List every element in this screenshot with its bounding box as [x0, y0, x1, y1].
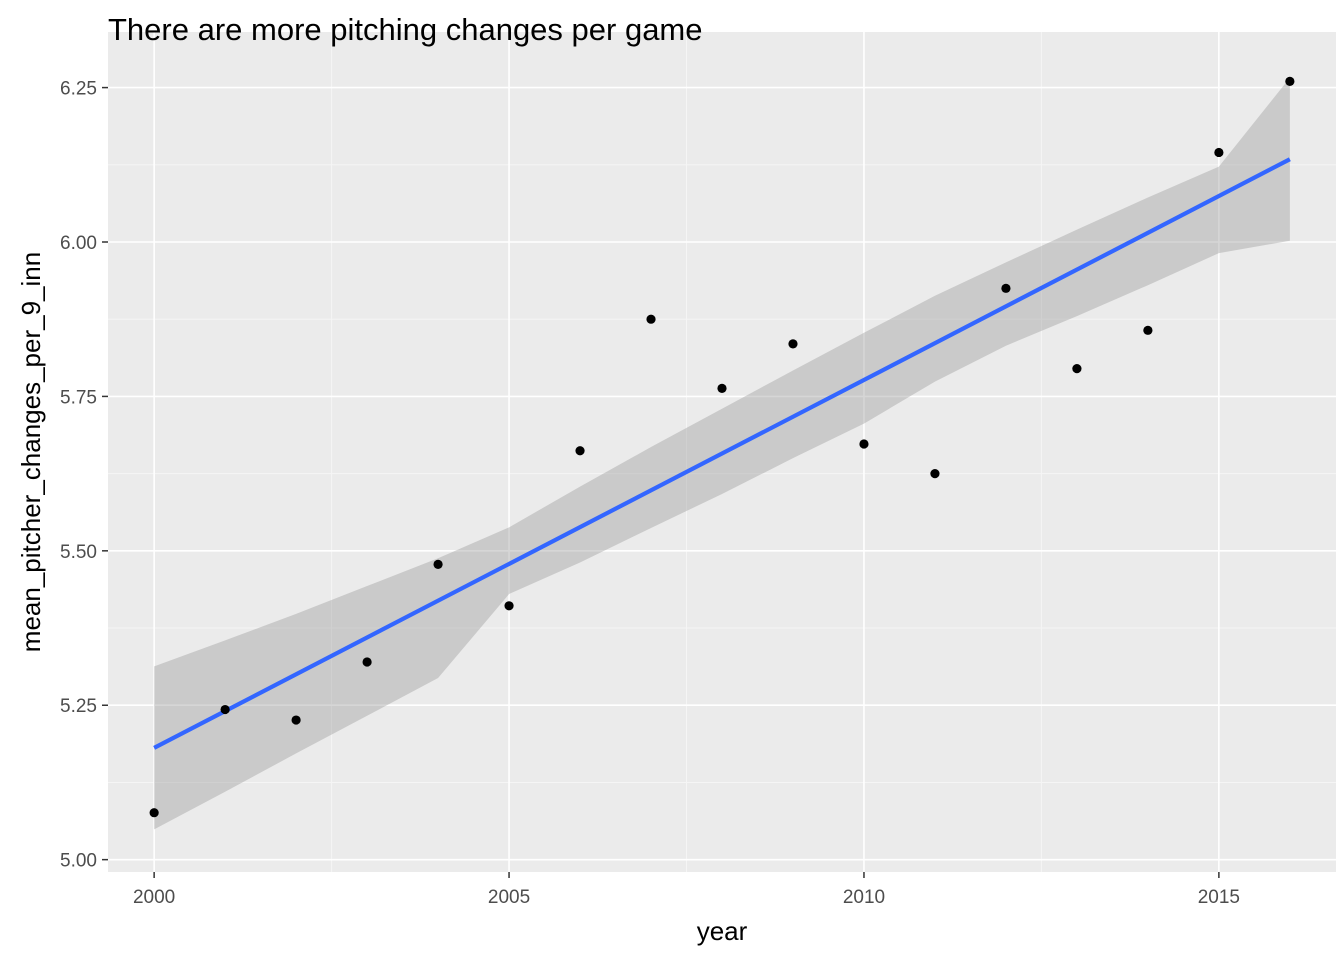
points-layer	[149, 76, 1295, 818]
y-tick-label: 5.75	[60, 387, 97, 408]
fit-line-layer	[153, 157, 1291, 750]
y-axis: 5.00 5.25 5.50 5.75 6.00 6.25	[60, 79, 108, 872]
data-point	[291, 715, 301, 725]
x-tick-label: 2010	[843, 887, 885, 908]
y-tick-label: 6.25	[60, 79, 97, 100]
data-point	[1072, 364, 1082, 374]
y-tick-label: 6.00	[60, 233, 97, 254]
x-tick-label: 2000	[133, 887, 175, 908]
data-point	[646, 314, 656, 324]
data-point	[1143, 325, 1153, 335]
data-point	[717, 383, 727, 393]
data-point	[575, 446, 585, 456]
data-point	[859, 439, 869, 449]
x-tick-label: 2005	[488, 887, 530, 908]
grid-minor	[108, 32, 1336, 872]
x-axis: 2000 2005 2010 2015	[133, 872, 1240, 908]
data-point	[149, 808, 159, 818]
regression-line	[153, 157, 1291, 750]
data-point	[788, 339, 798, 349]
data-point	[433, 559, 443, 570]
data-point	[1001, 283, 1011, 293]
y-tick-label: 5.50	[60, 542, 97, 563]
y-tick-label: 5.00	[60, 851, 97, 872]
data-point	[362, 657, 372, 667]
data-point	[1214, 147, 1224, 158]
x-tick-label: 2015	[1198, 887, 1240, 908]
y-axis-title: mean_pitcher_changes_per_9_inn	[16, 252, 46, 652]
grid-major	[108, 32, 1336, 872]
data-point	[1285, 76, 1295, 87]
x-axis-title: year	[697, 916, 748, 946]
chart-title: There are more pitching changes per game	[108, 12, 703, 47]
data-point	[504, 601, 514, 611]
data-point	[220, 704, 230, 715]
data-point	[930, 469, 940, 479]
y-tick-label: 5.25	[60, 696, 97, 717]
